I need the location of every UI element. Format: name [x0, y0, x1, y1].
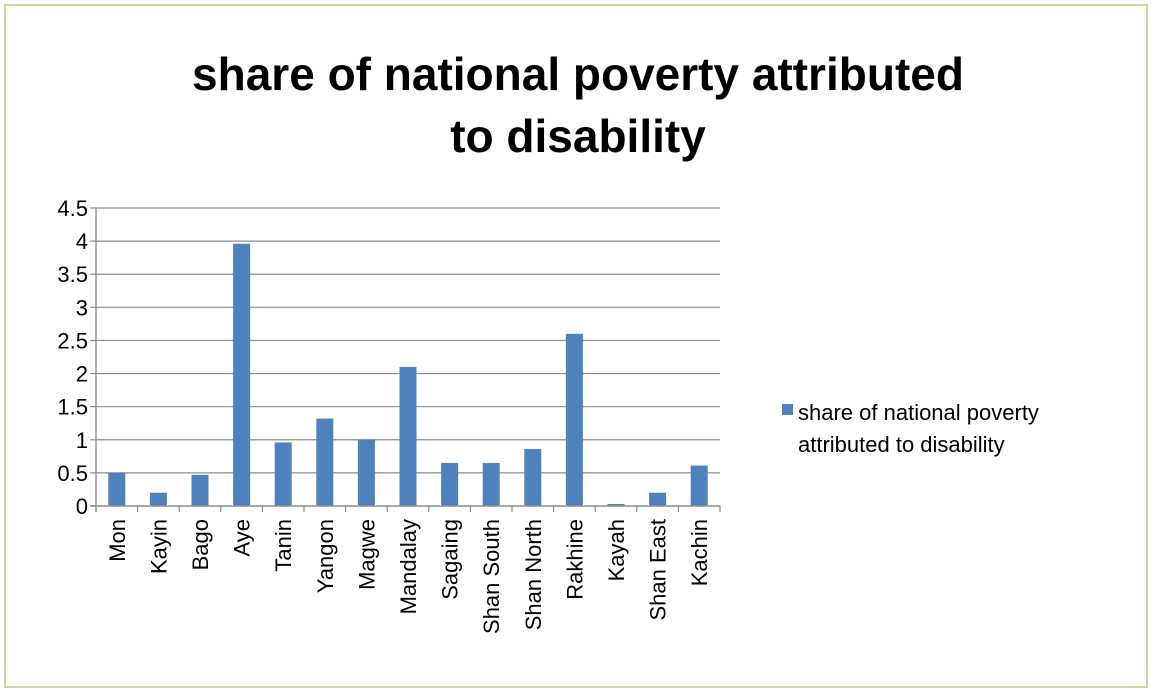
- y-tick-label: 1.5: [57, 395, 88, 420]
- x-category-label: Tanin: [271, 519, 296, 572]
- y-tick-label: 3.5: [57, 262, 88, 287]
- legend: share of national poverty attributed to …: [782, 400, 1039, 457]
- bar: [441, 462, 459, 506]
- chart-title-line-1: share of national poverty attributed: [192, 48, 964, 100]
- legend-label-line-2: attributed to disability: [798, 432, 1005, 457]
- bar: [233, 243, 251, 506]
- x-category-label: Aye: [230, 519, 255, 557]
- bars: [108, 243, 708, 506]
- y-tick-label: 0.5: [57, 461, 88, 486]
- bar: [316, 418, 334, 506]
- y-tick-label: 4: [76, 229, 88, 254]
- x-axis-category-labels: Mon Kayin Bago Aye Tanin Yangon Magwe Mandalay S…: [105, 519, 712, 634]
- x-category-label: Bago: [188, 519, 213, 570]
- y-tick-label: 3: [76, 295, 88, 320]
- x-category-label: Sagaing: [438, 519, 463, 600]
- y-tick-label: 1: [76, 428, 88, 453]
- x-category-label: Kachin: [687, 519, 712, 586]
- bar: [149, 492, 167, 506]
- y-tick-label: 2.5: [57, 328, 88, 353]
- x-category-label: Yangon: [313, 519, 338, 593]
- bar: [565, 333, 583, 506]
- bar: [399, 366, 417, 506]
- bar: [607, 504, 625, 506]
- bar: [191, 474, 209, 506]
- x-category-label: Shan North: [521, 519, 546, 630]
- bar: [357, 439, 375, 506]
- chart-title: share of national poverty attributed to …: [192, 48, 964, 162]
- bar: [690, 465, 708, 506]
- bar: [274, 442, 292, 506]
- y-tick-label: 4.5: [57, 196, 88, 221]
- x-category-label: Kayah: [604, 519, 629, 581]
- x-category-label: Mandalay: [396, 519, 421, 614]
- legend-swatch: [782, 404, 793, 415]
- bar: [108, 472, 126, 506]
- axes: [90, 207, 721, 512]
- x-category-label: Shan South: [479, 519, 504, 634]
- bar: [524, 449, 542, 506]
- x-category-label: Magwe: [354, 519, 379, 590]
- y-tick-label: 0: [76, 494, 88, 519]
- chart-title-line-2: to disability: [450, 110, 706, 162]
- x-category-label: Kayin: [146, 519, 171, 574]
- legend-label-line-1: share of national poverty: [798, 400, 1039, 425]
- x-category-label: Mon: [105, 519, 130, 562]
- bar: [482, 462, 500, 506]
- y-axis-tick-labels: 0 0.5 1 1.5 2 2.5 3 3.5 4 4.5: [57, 196, 88, 519]
- x-category-label: Shan East: [646, 519, 671, 621]
- bar: [649, 492, 667, 506]
- x-category-label: Rakhine: [562, 519, 587, 600]
- y-tick-label: 2: [76, 362, 88, 387]
- gridlines: [96, 207, 720, 474]
